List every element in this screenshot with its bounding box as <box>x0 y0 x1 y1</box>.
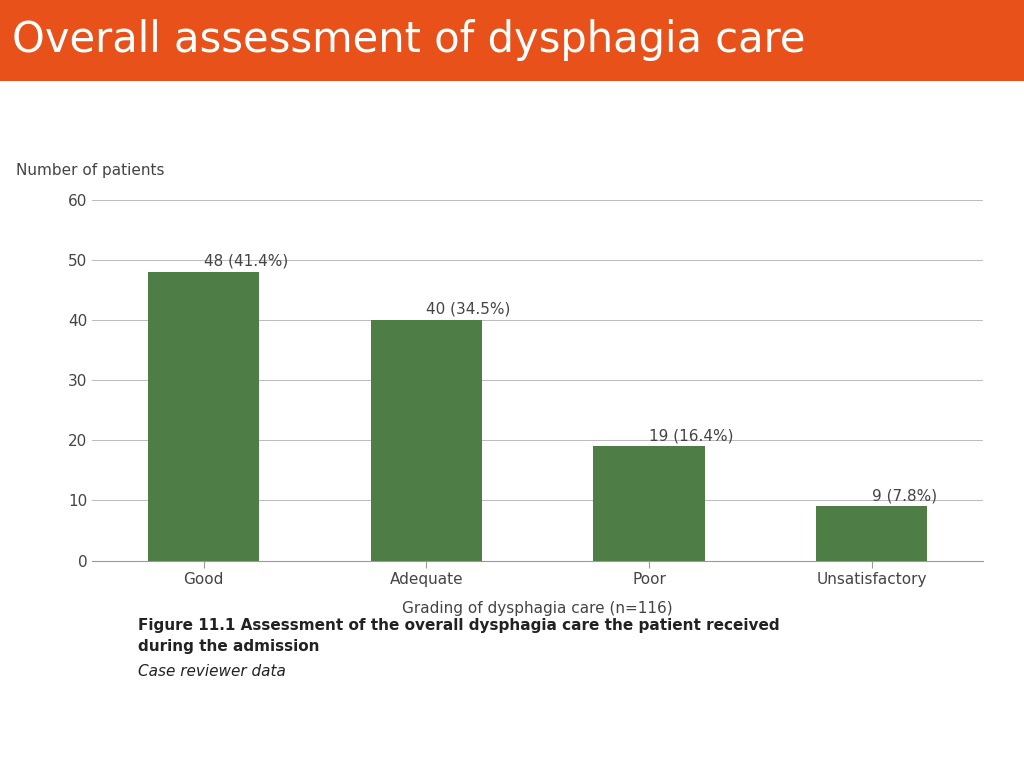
X-axis label: Grading of dysphagia care (n=116): Grading of dysphagia care (n=116) <box>402 601 673 617</box>
Text: 40 (34.5%): 40 (34.5%) <box>426 302 511 317</box>
Bar <box>371 320 482 561</box>
Text: 48 (41.4%): 48 (41.4%) <box>204 254 288 269</box>
Text: Figure 11.1 Assessment of the overall dysphagia care the patient received
during: Figure 11.1 Assessment of the overall dy… <box>138 618 780 654</box>
Text: 19 (16.4%): 19 (16.4%) <box>649 429 733 443</box>
Bar <box>816 507 928 561</box>
Text: 9 (7.8%): 9 (7.8%) <box>871 488 937 504</box>
Text: Number of patients: Number of patients <box>16 163 165 178</box>
Text: Case reviewer data: Case reviewer data <box>138 664 286 680</box>
Text: Overall assessment of dysphagia care: Overall assessment of dysphagia care <box>12 19 806 61</box>
Bar <box>593 446 705 561</box>
Bar <box>147 272 259 561</box>
